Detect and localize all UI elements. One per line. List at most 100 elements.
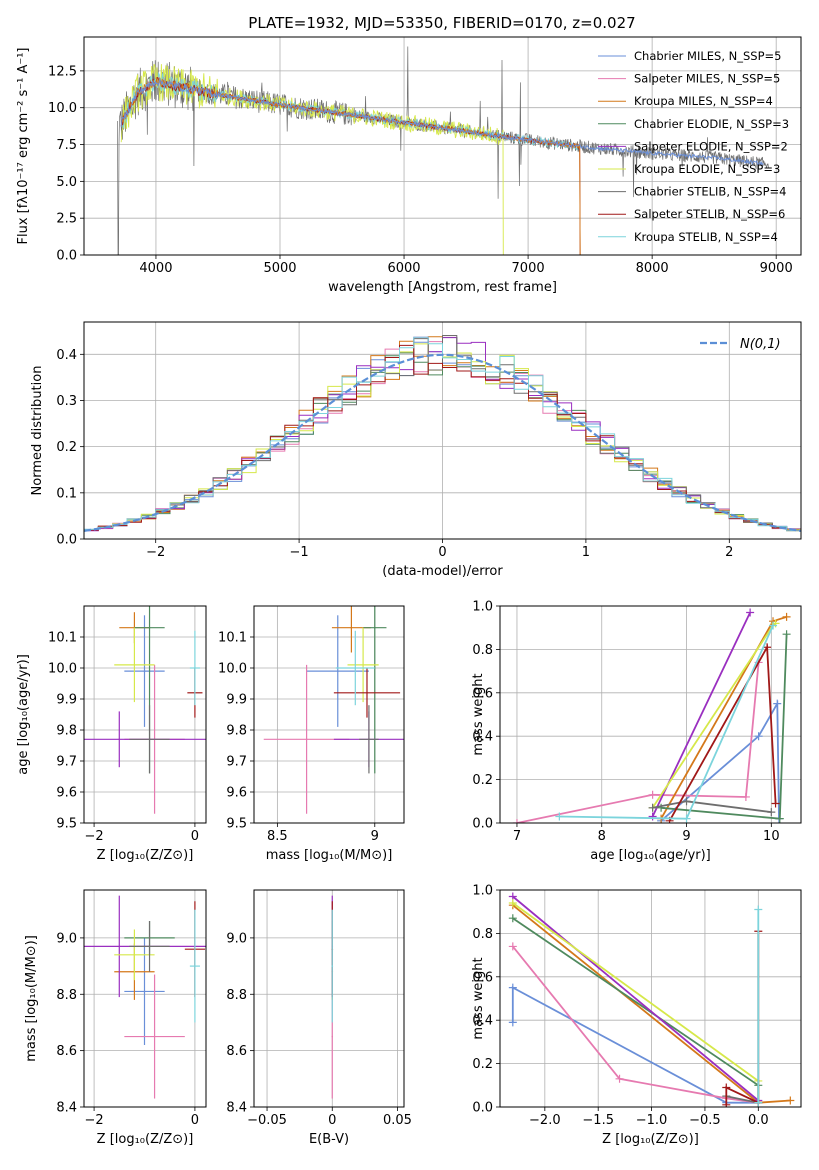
axes-frame [83, 36, 802, 256]
axes: −2 0 8.4 8.6 8.8 9.0 Z [log₁₀(Z/Z⊙)] mass [log₁… [24, 889, 207, 1147]
y-tick-label: 8.8 [56, 988, 77, 1003]
x-tick-label: 9000 [760, 261, 793, 276]
mass-vs-ebv-panel: −0.05 0 0.05 8.4 8.6 8.8 9.0 E(B-V) [226, 889, 412, 1147]
y-tick-label: 8.6 [56, 1044, 77, 1059]
y-axis-label: Flux [fλ10⁻¹⁷ erg cm⁻² s⁻¹ A⁻¹] [16, 48, 31, 245]
mass-vs-metallicity-panel: −2 0 8.4 8.6 8.8 9.0 Z [log₁₀(Z/Z⊙)] mass [log₁… [24, 889, 207, 1147]
mass-weight-vs-metallicity-panel: −2.0 −1.5 −1.0 −0.5 0.0 0.0 0.2 0.4 0.6 0.8 1.0 Z [… [471, 884, 802, 1147]
x-tick-label: 10 [763, 829, 780, 844]
series-marker [746, 608, 755, 617]
legend-label: Salpeter MILES, N_SSP=5 [634, 72, 780, 86]
y-tick-label: 1.0 [472, 600, 493, 615]
series-marker [648, 812, 657, 821]
x-tick-label: −1.5 [582, 1113, 614, 1128]
data-point [194, 667, 196, 669]
axes: 7 8 9 10 0.0 0.2 0.4 0.6 0.8 1.0 age [log₁₀(age/yr… [471, 600, 802, 863]
axes: −2.0 −1.5 −1.0 −0.5 0.0 0.0 0.2 0.4 0.6 0.8 1.0 Z [… [471, 884, 802, 1147]
x-tick-label: 7000 [512, 261, 545, 276]
age-vs-mass-panel: 8.5 9 9.5 9.6 9.7 9.8 9.9 10.0 10.1 mass [log₁₀(M… [218, 605, 405, 863]
x-tick-label: 2 [725, 545, 733, 560]
series-marker [741, 792, 750, 801]
legend-label: Chabrier MILES, N_SSP=5 [634, 49, 781, 63]
series-marker [769, 621, 778, 630]
x-axis-label: (data-model)/error [382, 564, 503, 579]
series-marker [512, 819, 521, 823]
y-tick-label: 0.0 [56, 249, 77, 264]
y-tick-label: 10.1 [48, 631, 77, 646]
y-tick-label: 10.0 [48, 101, 77, 116]
axes: −2 −1 0 1 2 0.0 0.1 0.2 0.3 0.4 (data-model)/error… [30, 321, 802, 579]
y-tick-label: 0.4 [472, 730, 493, 745]
data-point [118, 738, 121, 741]
x-tick-label: 7 [513, 829, 521, 844]
data-point [148, 945, 151, 948]
x-tick-label: 6000 [387, 261, 420, 276]
series-marker [648, 803, 657, 812]
x-axis-label: Z [log₁₀(Z/Z⊙)] [602, 1132, 699, 1147]
plot-area [263, 606, 404, 814]
axes-frame [253, 889, 405, 1108]
y-tick-label: 2.5 [56, 212, 77, 227]
x-tick-label: 0 [328, 1113, 336, 1128]
residuals-legend: N(0,1) [700, 337, 781, 352]
x-tick-label: 9 [682, 829, 690, 844]
x-tick-label: −0.5 [689, 1113, 721, 1128]
series-marker [682, 814, 691, 823]
data-point [368, 738, 370, 741]
y-tick-label: 12.5 [48, 64, 77, 79]
series-marker [775, 814, 784, 823]
legend-label: Kroupa STELIB, N_SSP=4 [634, 230, 778, 244]
series-line [512, 895, 759, 1102]
legend-label: Kroupa ELODIE, N_SSP=3 [634, 162, 780, 176]
figure-title: PLATE=1932, MJD=53350, FIBERID=0170, z=0… [248, 14, 635, 32]
y-axis-label: mass weight [471, 957, 486, 1039]
series-marker [763, 643, 772, 652]
plot-area [84, 606, 206, 814]
data-point [354, 667, 357, 669]
y-tick-label: 9.5 [56, 817, 77, 832]
y-tick-label: 9.5 [226, 817, 247, 832]
spectrum-panel: 4000 5000 6000 7000 8000 9000 0.0 2.5 5.0 7.5 10.0… [16, 36, 802, 295]
residual-histogram [84, 336, 801, 532]
series-marker [508, 899, 517, 908]
y-tick-label: 9.8 [56, 724, 77, 739]
series-marker [754, 732, 763, 741]
x-tick-label: 1 [582, 545, 590, 560]
y-axis-label: mass [log₁₀(M/M⊙)] [24, 935, 39, 1062]
y-tick-label: 0.8 [472, 643, 493, 658]
series-line [660, 700, 780, 822]
data-point [373, 626, 376, 629]
x-tick-label: −2 [84, 829, 103, 844]
data-point [331, 1035, 334, 1038]
y-tick-label: 9.7 [56, 755, 77, 770]
x-tick-label: −1 [290, 545, 309, 560]
plot-area [508, 892, 795, 1107]
y-tick-label: 0.8 [472, 927, 493, 942]
x-tick-label: −2 [146, 545, 165, 560]
x-tick-label: 0.05 [383, 1113, 412, 1128]
plot-area [331, 895, 334, 1099]
x-tick-label: −2.0 [529, 1113, 561, 1128]
y-axis-label: Normed distribution [30, 366, 45, 496]
plot-area [117, 46, 769, 255]
series-line [516, 662, 760, 823]
series-marker [767, 808, 776, 817]
series-marker [615, 1074, 624, 1083]
x-tick-label: −0.05 [247, 1113, 287, 1128]
y-tick-label: 9.9 [56, 693, 77, 708]
y-tick-label: 8.8 [226, 988, 247, 1003]
legend-label: Kroupa MILES, N_SSP=4 [634, 94, 773, 108]
y-tick-label: 0.2 [472, 1057, 493, 1072]
data-point [350, 626, 353, 629]
x-tick-label: 8000 [636, 261, 669, 276]
x-tick-label: 8.5 [267, 829, 288, 844]
axes-frame [83, 605, 207, 824]
series-marker [771, 799, 780, 808]
x-axis-label: mass [log₁₀(M/M⊙)] [266, 848, 393, 863]
data-point [305, 738, 308, 741]
x-tick-label: 8 [598, 829, 606, 844]
y-tick-label: 0.6 [472, 970, 493, 985]
axes: 8.5 9 9.5 9.6 9.7 9.8 9.9 10.0 10.1 mass [log₁₀(M… [218, 605, 405, 863]
x-axis-label: Z [log₁₀(Z/Z⊙)] [97, 848, 194, 863]
y-tick-label: 9.0 [226, 931, 247, 946]
